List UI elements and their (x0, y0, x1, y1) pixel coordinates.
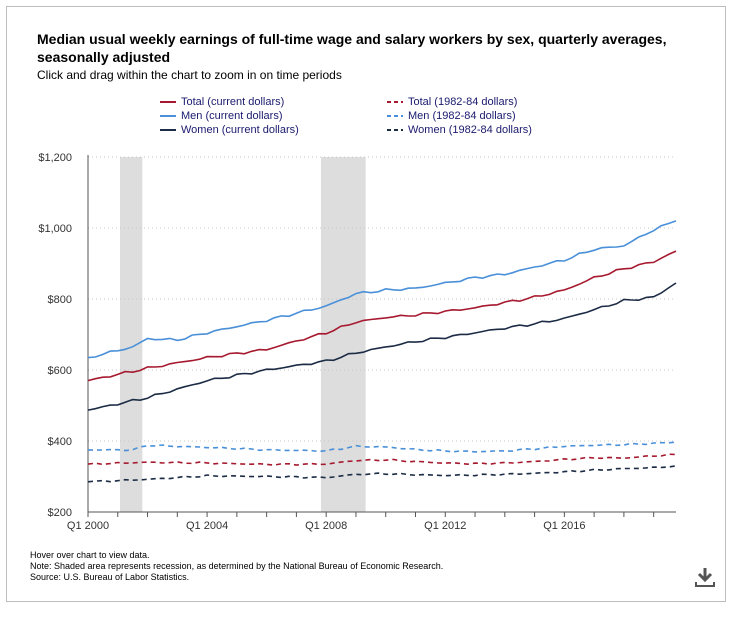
legend-item-total-current[interactable]: Total (current dollars) (160, 95, 299, 109)
download-icon (695, 568, 715, 587)
download-button[interactable] (693, 565, 717, 589)
legend-label: Total (1982-84 dollars) (408, 96, 518, 108)
series-line-total-current-dollars[interactable] (87, 250, 677, 382)
y-tick-label: $400 (48, 436, 72, 448)
x-tick-label: Q1 2008 (305, 520, 347, 532)
recession-band-2 (320, 157, 366, 512)
y-tick-label: $1,200 (38, 152, 72, 164)
legend-label: Men (1982-84 dollars) (408, 110, 516, 122)
legend-label: Women (current dollars) (181, 124, 299, 136)
legend-item-men-real[interactable]: Men (1982-84 dollars) (387, 109, 532, 123)
legend-line-total-real (387, 101, 403, 103)
recession-band-1 (120, 157, 143, 512)
legend-line-total-current (160, 101, 176, 103)
x-tick-label: Q1 2016 (543, 520, 585, 532)
chart-title: Median usual weekly earnings of full-tim… (37, 31, 667, 65)
legend-right: Total (1982-84 dollars) Men (1982-84 dol… (387, 95, 532, 137)
y-tick-label: $600 (48, 365, 72, 377)
legend-left: Total (current dollars) Men (current dol… (160, 95, 299, 137)
legend-label: Women (1982-84 dollars) (408, 124, 532, 136)
legend-item-men-current[interactable]: Men (current dollars) (160, 109, 299, 123)
series-line-women-current-dollars[interactable] (87, 282, 677, 411)
legend-label: Total (current dollars) (181, 96, 285, 108)
x-tick-label: Q1 2004 (186, 520, 228, 532)
series-line-women-1982-84-dollars[interactable] (87, 465, 677, 483)
chart-notes: Hover over chart to view data. Note: Sha… (30, 550, 443, 583)
recession-note: Note: Shaded area represents recession, … (30, 561, 444, 571)
chart-subtitle: Click and drag within the chart to zoom … (37, 68, 342, 82)
legend-line-women-current (160, 129, 176, 131)
legend-line-men-real (387, 115, 403, 117)
hover-hint: Hover over chart to view data. (30, 550, 150, 560)
series-line-men-1982-84-dollars[interactable] (87, 441, 677, 453)
legend-line-women-real (387, 129, 403, 131)
y-tick-label: $200 (48, 507, 72, 519)
y-tick-label: $1,000 (38, 223, 72, 235)
series-line-men-current-dollars[interactable] (87, 220, 677, 359)
source-note: Source: U.S. Bureau of Labor Statistics. (30, 572, 190, 582)
x-tick-label: Q1 2000 (67, 520, 109, 532)
series-line-total-1982-84-dollars[interactable] (87, 453, 677, 466)
legend-line-men-current (160, 115, 176, 117)
legend-item-women-real[interactable]: Women (1982-84 dollars) (387, 123, 532, 137)
x-tick-label: Q1 2012 (424, 520, 466, 532)
legend-label: Men (current dollars) (181, 110, 283, 122)
legend-item-total-real[interactable]: Total (1982-84 dollars) (387, 95, 532, 109)
legend-item-women-current[interactable]: Women (current dollars) (160, 123, 299, 137)
chart-frame (6, 6, 726, 602)
y-tick-label: $800 (48, 294, 72, 306)
